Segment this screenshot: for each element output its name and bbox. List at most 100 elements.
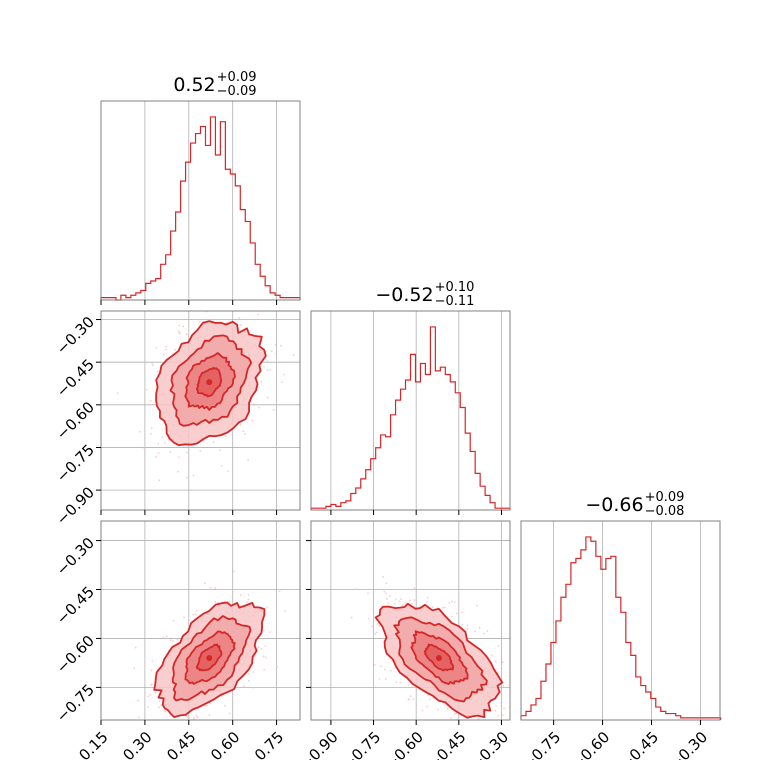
sample-point — [374, 632, 377, 635]
sample-point — [450, 717, 452, 719]
density-layer — [350, 576, 520, 739]
x-tick-label: −0.60 — [382, 728, 427, 760]
sample-point — [164, 710, 167, 713]
sample-point — [239, 323, 242, 326]
sample-point — [164, 442, 167, 444]
sample-point — [511, 705, 513, 707]
sample-point — [227, 470, 229, 472]
sample-point — [150, 427, 153, 430]
x-tick-label: −0.90 — [296, 728, 341, 760]
sample-point — [222, 305, 224, 307]
sample-point — [382, 576, 385, 578]
sample-point — [409, 695, 412, 698]
sample-point — [138, 430, 141, 433]
panel-frame — [100, 520, 301, 721]
sample-point — [239, 594, 242, 596]
sample-point — [219, 449, 221, 452]
sample-point — [252, 671, 255, 673]
sample-point — [448, 602, 451, 604]
sample-point — [192, 613, 195, 616]
sample-point — [466, 624, 469, 627]
sample-point — [387, 602, 390, 605]
y-tick-label: −0.45 — [53, 583, 98, 628]
sample-point — [486, 630, 489, 632]
sample-point — [260, 380, 263, 383]
x-tick-label: −0.45 — [617, 728, 662, 760]
sample-point — [150, 684, 153, 686]
sample-point — [350, 616, 353, 619]
sample-point — [180, 722, 182, 724]
sample-point — [382, 637, 385, 640]
sample-point — [247, 679, 250, 682]
y-tick-label: −0.90 — [53, 483, 98, 528]
sample-point — [280, 381, 283, 384]
sample-point — [518, 704, 520, 706]
sample-point — [426, 596, 429, 599]
sample-point — [413, 686, 416, 689]
sample-point — [389, 669, 392, 672]
sample-point — [283, 373, 285, 376]
panel-frame — [310, 520, 511, 721]
sample-point — [476, 604, 478, 607]
sample-point — [169, 639, 172, 641]
sample-point — [137, 699, 140, 702]
sample-point — [145, 388, 148, 391]
x-tick-label: −0.60 — [568, 728, 613, 760]
sample-point — [186, 476, 188, 479]
sample-point — [272, 408, 275, 411]
sample-point — [429, 698, 431, 701]
sample-point — [497, 645, 500, 647]
sample-point — [490, 723, 492, 725]
sample-point — [370, 625, 373, 628]
sample-point — [399, 681, 402, 684]
y-tick-label: −0.75 — [53, 681, 98, 726]
sample-point — [393, 602, 396, 605]
sample-point — [292, 353, 295, 356]
sample-point — [450, 615, 453, 618]
sample-point — [214, 587, 217, 590]
sample-point — [178, 331, 181, 334]
title-subscript: −0.09 — [217, 84, 257, 99]
sample-point — [501, 661, 504, 664]
sample-point — [413, 587, 416, 590]
sample-point — [259, 334, 262, 337]
sample-point — [208, 714, 211, 717]
sample-point — [367, 617, 370, 620]
sample-point — [176, 638, 179, 641]
sample-point — [478, 626, 481, 629]
sample-point — [154, 691, 157, 694]
sample-point — [441, 606, 444, 609]
sample-point — [450, 600, 453, 603]
histogram-step-line — [310, 326, 511, 510]
sample-point — [378, 677, 381, 680]
histogram-step-line — [100, 116, 301, 301]
sample-point — [239, 424, 242, 427]
x-tick-label: 0.75 — [251, 728, 287, 760]
density-panel — [306, 520, 520, 739]
sample-point — [228, 712, 231, 715]
sample-point — [178, 324, 181, 327]
sample-point — [247, 672, 250, 675]
sample-point — [157, 442, 160, 445]
sample-point — [162, 353, 165, 356]
sample-point — [446, 726, 448, 728]
sample-point — [378, 625, 381, 627]
sample-point — [242, 430, 245, 433]
sample-point — [257, 292, 259, 294]
sample-point — [202, 722, 204, 724]
sample-point — [421, 709, 424, 712]
panel-frame — [100, 100, 301, 301]
histogram-panel — [310, 310, 511, 515]
density-panel — [96, 520, 301, 725]
sample-point — [412, 698, 415, 701]
sample-point — [456, 612, 458, 615]
panel-frame — [520, 520, 721, 721]
sample-point — [486, 737, 488, 739]
sample-point — [274, 344, 277, 346]
sample-point — [218, 435, 221, 438]
x-tick-label: 0.15 — [75, 728, 111, 760]
sample-point — [400, 598, 402, 601]
sample-point — [263, 365, 265, 368]
sample-point — [169, 451, 172, 453]
sample-point — [151, 362, 154, 365]
